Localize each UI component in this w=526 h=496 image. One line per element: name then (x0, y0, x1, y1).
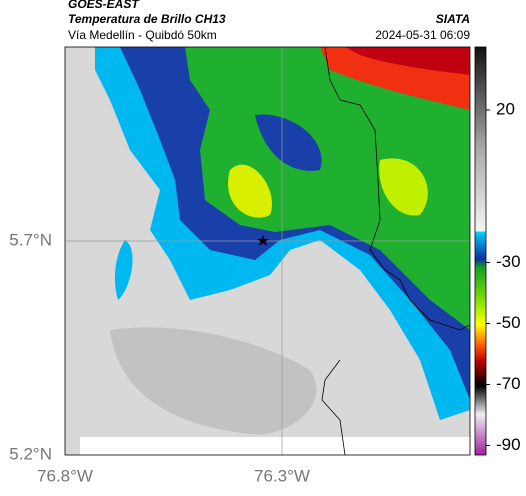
colorbar-tick-label: -30 (496, 252, 521, 271)
colorbar-tick-label: -90 (496, 435, 521, 454)
location-marker (257, 235, 269, 246)
satellite-image (65, 47, 470, 455)
lat-label: 5.7°N (9, 230, 52, 249)
lon-label: 76.8°W (37, 466, 93, 485)
lat-label: 5.2°N (9, 444, 52, 463)
subtitle: Vía Medellín - Quibdó 50km (68, 28, 217, 42)
datetime: 2024-05-31 06:09 (375, 28, 470, 42)
map-frame (64, 46, 471, 456)
product: GOES-EAST (68, 0, 140, 11)
title: Temperatura de Brillo CH13 (68, 12, 226, 26)
source: SIATA (436, 12, 470, 26)
colorbar-tick-label: -50 (496, 313, 521, 332)
lon-label: 76.3°W (254, 466, 310, 485)
coastline (321, 46, 471, 456)
colorbar-tick-label: -70 (496, 374, 521, 393)
colorbar-tick-label: 20 (496, 99, 515, 118)
colorbar (474, 46, 487, 456)
